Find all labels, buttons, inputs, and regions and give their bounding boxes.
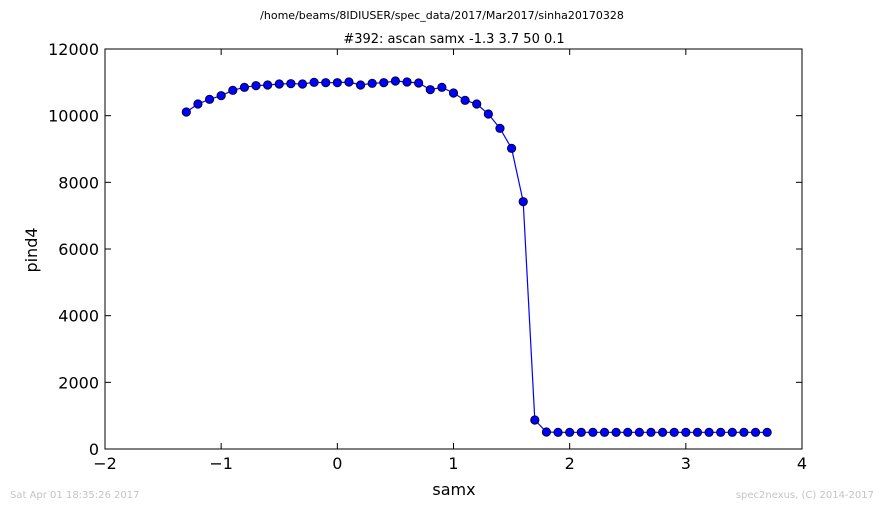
data-point: [460, 95, 470, 105]
data-point: [657, 427, 668, 437]
data-point: [448, 88, 459, 98]
data-point: [472, 99, 482, 109]
data-point: [762, 427, 772, 437]
data-point: [483, 109, 493, 119]
data-point: [239, 82, 249, 92]
data-point: [297, 79, 308, 89]
data-point: [634, 427, 644, 437]
data-point: [669, 427, 679, 437]
data-point: [379, 78, 389, 88]
data-point: [332, 78, 342, 88]
data-point: [309, 77, 319, 87]
data-point: [739, 427, 749, 437]
data-point: [623, 427, 633, 437]
data-point: [588, 427, 598, 437]
axes-frame: [104, 48, 803, 450]
y-axis-label: pind4: [22, 227, 41, 272]
data-point: [251, 81, 261, 91]
data-point: [274, 79, 284, 89]
data-point: [518, 197, 528, 207]
data-point: [390, 76, 401, 86]
chart-title: #392: ascan samx -1.3 3.7 50 0.1: [343, 32, 564, 47]
data-point: [576, 427, 586, 437]
data-point: [402, 77, 412, 87]
y-tick-label: 6000: [58, 240, 99, 259]
plot-area: −2 −1 0 1 2 3 4 0 2000 4000 6000 8000 10000 12000: [48, 40, 807, 473]
data-point: [506, 143, 517, 153]
data-point: [321, 78, 331, 88]
data-point: [565, 427, 575, 437]
y-tick-label: 2000: [58, 373, 99, 392]
chart-suptitle: /home/beams/8IDIUSER/spec_data/2017/Mar2…: [260, 9, 624, 22]
y-tick-label: 10000: [48, 107, 99, 126]
data-point: [530, 415, 540, 425]
data-point: [599, 427, 610, 437]
data-point: [228, 85, 238, 95]
x-tick-label: 0: [332, 454, 342, 473]
data-point: [541, 427, 552, 437]
x-tick-label: 4: [797, 454, 807, 473]
data-point: [344, 77, 354, 87]
footer-credit: spec2nexus, (C) 2014-2017: [735, 490, 874, 501]
x-tick-label: 2: [565, 454, 575, 473]
data-point: [414, 78, 424, 88]
data-point: [611, 427, 621, 437]
data-point: [437, 82, 447, 92]
data-point: [704, 427, 714, 437]
data-point: [286, 79, 296, 89]
data-point: [692, 427, 703, 437]
data-point: [425, 85, 435, 95]
data-point: [553, 427, 563, 437]
data-point: [646, 427, 656, 437]
data-point: [716, 427, 726, 437]
y-tick-label: 4000: [58, 307, 99, 326]
y-tick-label: 12000: [48, 40, 99, 59]
data-point: [204, 94, 215, 104]
x-axis-label: samx: [432, 480, 475, 499]
data-point: [355, 80, 366, 90]
y-tick-label: 0: [89, 440, 99, 459]
x-tick-label: −1: [209, 454, 233, 473]
x-tick-label: 1: [448, 454, 458, 473]
data-point: [495, 123, 505, 133]
data-point: [263, 80, 273, 90]
series-line: [185, 80, 768, 433]
data-point: [727, 427, 737, 437]
y-tick-label: 8000: [58, 173, 99, 192]
data-point: [181, 107, 191, 117]
x-tick-label: −2: [93, 454, 117, 473]
data-point: [193, 99, 203, 109]
x-tick-label: 3: [681, 454, 691, 473]
data-point: [750, 427, 761, 437]
data-point: [681, 427, 691, 437]
data-point: [367, 78, 377, 88]
footer-timestamp: Sat Apr 01 18:35:26 2017: [10, 490, 140, 501]
data-point: [216, 91, 226, 101]
